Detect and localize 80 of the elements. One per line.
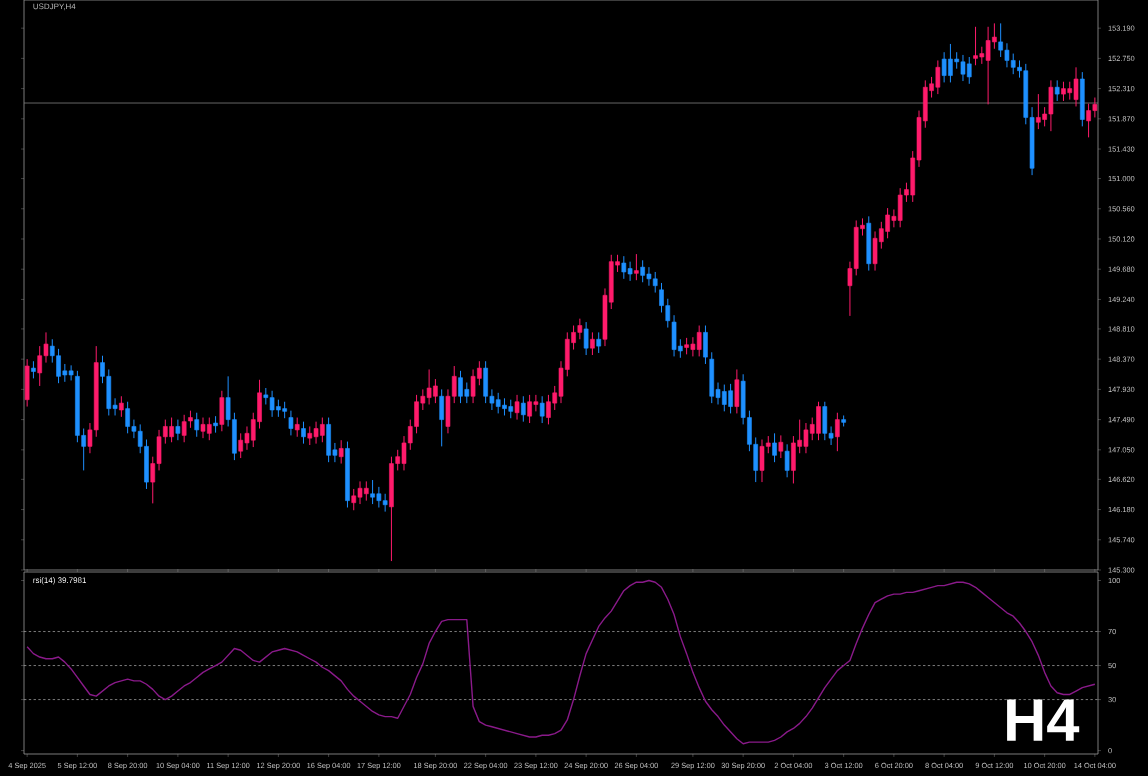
- candlestick: [734, 368, 740, 414]
- candlestick: [288, 410, 294, 436]
- candlestick: [470, 368, 476, 404]
- candlestick: [866, 215, 872, 272]
- candlestick: [1061, 81, 1066, 102]
- candlestick: [722, 384, 727, 412]
- candlestick: [1080, 71, 1085, 127]
- candlestick: [269, 390, 275, 418]
- candlestick: [357, 480, 363, 505]
- candlestick: [546, 394, 551, 425]
- candlestick: [646, 266, 652, 287]
- candlestick: [627, 261, 633, 282]
- candlestick: [326, 417, 331, 463]
- candlestick: [897, 187, 903, 228]
- candlestick: [351, 488, 357, 511]
- candlestick: [778, 434, 784, 459]
- candlestick: [527, 394, 532, 424]
- candlestick: [313, 421, 319, 445]
- candlestick: [458, 370, 463, 404]
- candlestick: [985, 26, 991, 105]
- candlestick: [521, 395, 526, 423]
- candlestick: [175, 419, 181, 441]
- annotation: H4: [1007, 699, 1080, 741]
- candlestick: [966, 56, 972, 85]
- candlestick: [200, 417, 206, 439]
- candlestick: [835, 412, 840, 452]
- candlestick: [640, 259, 645, 283]
- candlestick: [590, 331, 595, 356]
- candlestick: [238, 432, 243, 459]
- candlestick: [948, 43, 953, 83]
- candlestick: [1036, 93, 1041, 130]
- candlestick: [690, 336, 696, 357]
- candlestick: [872, 230, 878, 272]
- candlestick: [539, 395, 545, 424]
- candlestick: [370, 479, 375, 505]
- candlestick: [439, 388, 444, 447]
- candlestick: [219, 390, 225, 432]
- candlestick: [696, 325, 702, 357]
- candlestick: [320, 417, 325, 443]
- candlestick: [960, 54, 966, 82]
- candlestick: [307, 425, 313, 446]
- candlestick: [382, 493, 388, 513]
- candlestick: [596, 331, 601, 354]
- candlestick: [772, 432, 777, 463]
- candlestick: [426, 368, 432, 405]
- candlestick: [1073, 66, 1079, 107]
- candlestick: [363, 480, 369, 502]
- candlestick: [634, 253, 639, 281]
- candlestick: [169, 417, 174, 443]
- candlestick: [389, 456, 394, 562]
- candlestick: [816, 401, 821, 441]
- candlestick: [803, 422, 809, 454]
- candlestick: [119, 395, 124, 418]
- candlestick: [759, 439, 765, 483]
- candlestick: [376, 486, 382, 509]
- candlestick: [1054, 79, 1060, 102]
- candlestick: [495, 392, 501, 414]
- candlestick: [583, 321, 589, 356]
- candlestick: [206, 417, 212, 441]
- candlestick: [294, 417, 300, 438]
- candlestick: [483, 360, 488, 404]
- candlestick: [181, 414, 187, 443]
- candlestick: [621, 255, 627, 280]
- candlestick: [973, 26, 978, 66]
- candlestick: [533, 394, 539, 412]
- candlestick: [935, 59, 941, 95]
- candlestick: [1086, 103, 1091, 138]
- candlestick: [941, 51, 947, 83]
- candlestick: [728, 383, 733, 414]
- candlestick: [784, 443, 790, 478]
- candlestick: [1048, 79, 1054, 132]
- candlestick: [514, 394, 520, 421]
- candlestick: [194, 412, 200, 438]
- candlestick: [822, 401, 828, 441]
- candlestick: [464, 382, 470, 404]
- candlestick: [508, 399, 514, 419]
- candlestick: [125, 401, 130, 434]
- candlestick: [338, 439, 344, 465]
- candlestick: [301, 421, 306, 445]
- candlestick: [24, 358, 30, 408]
